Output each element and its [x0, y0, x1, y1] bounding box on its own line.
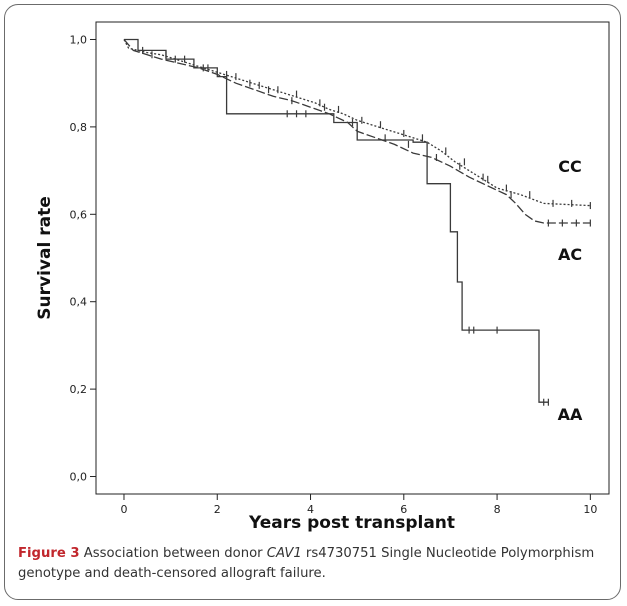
caption-text-before: Association between donor	[79, 546, 267, 561]
figure-label: Figure 3	[18, 546, 80, 561]
x-tick-label: 0	[120, 503, 127, 516]
x-tick-label: 6	[400, 503, 407, 516]
series-line-aa	[124, 38, 549, 403]
x-tick-label: 8	[494, 503, 501, 516]
series-labels: CC AC AA	[558, 157, 583, 424]
y-tick-label: 0,8	[70, 121, 88, 134]
series-aa	[124, 38, 549, 406]
series-layer	[123, 38, 591, 406]
series-label-ac: AC	[558, 245, 582, 264]
y-tick-label: 0,0	[70, 471, 88, 484]
series-label-cc: CC	[558, 157, 581, 176]
y-tick-label: 0,6	[70, 208, 88, 221]
x-tick-label: 2	[214, 503, 221, 516]
y-axis-ticks: 0,0 0,2 0,4 0,6 0,8 1,0	[70, 33, 96, 484]
figure-frame	[4, 4, 621, 600]
gene-name: CAV1	[266, 546, 302, 561]
x-tick-label: 4	[307, 503, 314, 516]
y-tick-label: 1,0	[70, 33, 88, 46]
x-tick-label: 10	[583, 503, 597, 516]
survival-chart: 0,0 0,2 0,4 0,6 0,8 1,0 0 2 4 6 8 10 CC AC AA Surviv…	[35, 21, 610, 533]
series-line-cc	[123, 39, 591, 207]
y-tick-label: 0,4	[70, 296, 88, 309]
series-label-aa: AA	[558, 405, 583, 424]
figure-caption: Figure 3 Association between donor CAV1 …	[18, 544, 618, 584]
y-tick-label: 0,2	[70, 383, 88, 396]
x-axis-ticks: 0 2 4 6 8 10	[120, 494, 597, 516]
caption-text-after: rs4730751 Single Nucleotide Polymorphism…	[18, 546, 595, 581]
x-axis-title: Years post transplant	[248, 513, 455, 533]
plot-area	[95, 21, 610, 495]
series-line-ac	[123, 39, 591, 224]
y-axis-title: Survival rate	[35, 196, 55, 319]
